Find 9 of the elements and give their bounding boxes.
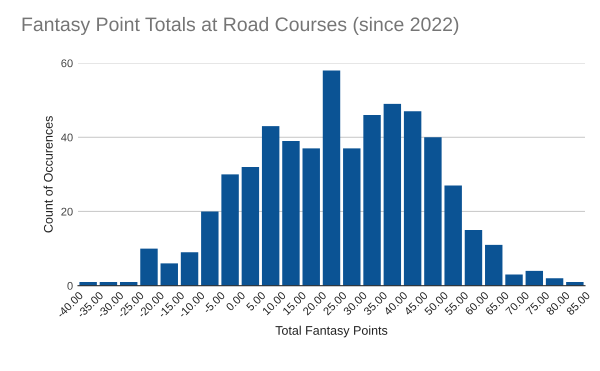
- y-tick-label: 40: [61, 134, 73, 142]
- y-axis-title: Count of Occurences: [44, 116, 53, 232]
- x-axis-title: Total Fantasy Points: [276, 326, 388, 338]
- x-tick-label: 0.00: [225, 291, 246, 312]
- y-tick-label: 0: [67, 282, 73, 290]
- y-tick-label: 60: [61, 59, 73, 68]
- y-tick-label: 20: [61, 208, 73, 216]
- chart-title: Fantasy Point Totals at Road Courses (since 2022): [22, 16, 458, 36]
- x-tick-label: 5.00: [246, 291, 266, 312]
